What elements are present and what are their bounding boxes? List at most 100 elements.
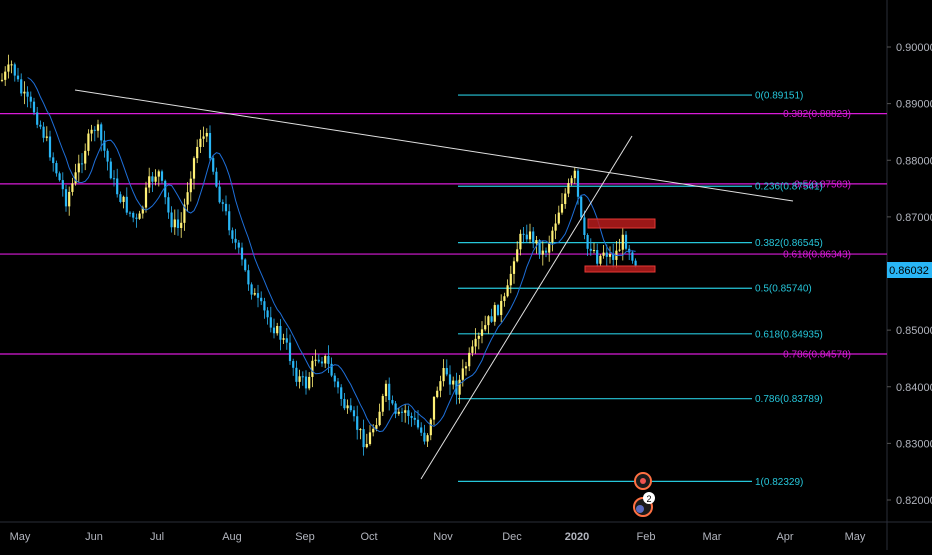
price-axis[interactable]: 0.900000.890000.880000.870000.860000.850… bbox=[887, 42, 932, 507]
x-tick-label: Mar bbox=[703, 531, 722, 543]
candle bbox=[324, 354, 327, 368]
candle bbox=[135, 213, 138, 228]
candle bbox=[39, 120, 42, 130]
candle bbox=[36, 106, 39, 129]
candle bbox=[586, 233, 589, 256]
candle bbox=[180, 212, 183, 238]
candle bbox=[391, 395, 394, 406]
candle bbox=[189, 171, 192, 202]
resistance-box[interactable] bbox=[587, 218, 656, 229]
candle bbox=[90, 124, 93, 142]
candle bbox=[224, 195, 228, 216]
candle bbox=[474, 328, 477, 354]
fib-cyan-label: 0(0.89151) bbox=[755, 91, 803, 102]
candle bbox=[132, 211, 135, 223]
fib-magenta-label: 0.786(0.84578) bbox=[783, 350, 851, 361]
x-tick-label: Apr bbox=[776, 531, 793, 543]
candle bbox=[471, 340, 474, 357]
candle bbox=[477, 332, 480, 350]
candle bbox=[183, 198, 186, 231]
candle bbox=[564, 188, 567, 209]
fib-magenta-label: 0.5(0.87583) bbox=[794, 179, 851, 190]
candle bbox=[596, 243, 599, 268]
candle bbox=[176, 209, 180, 236]
current-price-tag: 0.86032 bbox=[887, 262, 932, 278]
candle bbox=[253, 288, 256, 296]
candle bbox=[263, 297, 266, 319]
support-box[interactable] bbox=[584, 265, 656, 273]
candle bbox=[77, 154, 80, 182]
candle bbox=[288, 334, 292, 365]
time-axis[interactable]: May Jun Jul Aug Sep Oct Nov Dec 2020 Feb Mar Apr May bbox=[10, 531, 866, 543]
fib-cyan-label: 0.5(0.85740) bbox=[755, 284, 812, 295]
candle bbox=[167, 192, 170, 219]
candle bbox=[490, 308, 493, 323]
y-tick-label: 0.88000 bbox=[896, 155, 932, 167]
candle bbox=[276, 322, 279, 336]
candle bbox=[208, 125, 212, 161]
earnings-dot bbox=[640, 478, 646, 484]
candle bbox=[618, 238, 621, 252]
candle bbox=[279, 319, 282, 351]
candle bbox=[496, 303, 500, 317]
candles bbox=[0, 54, 637, 456]
fib-magenta-label: 0.618(0.86343) bbox=[783, 250, 851, 261]
fib-cyan-label: 0.236(0.87541) bbox=[755, 182, 823, 193]
candle bbox=[52, 152, 55, 172]
candle bbox=[532, 227, 535, 249]
event-markers[interactable]: 2 bbox=[633, 472, 655, 517]
candle bbox=[368, 425, 372, 446]
candle bbox=[516, 241, 519, 263]
candle bbox=[535, 235, 538, 254]
candle bbox=[484, 315, 487, 332]
x-tick-label: Aug bbox=[222, 531, 242, 543]
candle bbox=[29, 91, 32, 109]
badge-circle bbox=[643, 492, 655, 504]
candle bbox=[458, 374, 461, 404]
candle bbox=[154, 169, 157, 186]
candle bbox=[583, 210, 586, 240]
candle bbox=[548, 235, 551, 262]
descending-trendline[interactable] bbox=[74, 89, 794, 202]
candle bbox=[487, 315, 490, 334]
candle bbox=[231, 227, 234, 244]
candle bbox=[10, 60, 13, 74]
candle bbox=[4, 66, 7, 86]
candle bbox=[13, 62, 16, 82]
candle bbox=[106, 148, 109, 171]
candle bbox=[260, 291, 263, 305]
candle bbox=[381, 393, 384, 416]
candle bbox=[407, 405, 410, 425]
candle bbox=[404, 404, 407, 423]
candle bbox=[285, 328, 288, 350]
candle bbox=[64, 184, 68, 212]
candle bbox=[247, 264, 250, 291]
candle bbox=[266, 307, 269, 325]
moving-average-line bbox=[27, 77, 636, 433]
candle bbox=[541, 241, 544, 266]
candle bbox=[215, 167, 218, 188]
candle bbox=[429, 417, 432, 441]
candle bbox=[160, 169, 164, 184]
ascending-trendline[interactable] bbox=[420, 135, 633, 480]
candle bbox=[452, 376, 455, 390]
candle bbox=[170, 206, 173, 233]
candle bbox=[58, 171, 61, 182]
candle bbox=[205, 128, 208, 143]
moving-average bbox=[27, 77, 636, 433]
candle bbox=[573, 166, 576, 185]
candle bbox=[605, 244, 608, 267]
candle bbox=[394, 400, 397, 419]
candle bbox=[202, 126, 205, 147]
x-tick-label: Sep bbox=[295, 531, 315, 543]
candle bbox=[436, 386, 439, 399]
candle bbox=[234, 228, 237, 250]
candle bbox=[151, 171, 154, 193]
candle bbox=[250, 282, 253, 300]
candle bbox=[138, 210, 141, 220]
candle bbox=[503, 292, 506, 307]
candle bbox=[256, 284, 260, 308]
candle bbox=[554, 214, 557, 240]
candle bbox=[365, 433, 368, 449]
